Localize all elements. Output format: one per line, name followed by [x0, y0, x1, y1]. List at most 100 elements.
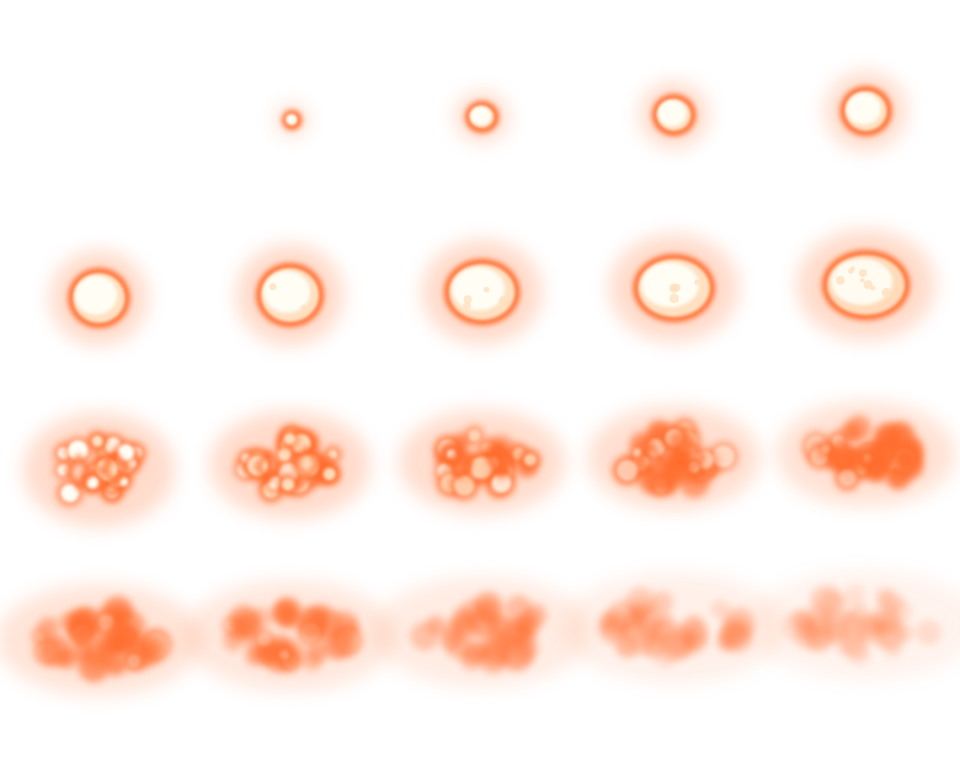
- smoke-puff: [469, 642, 487, 661]
- smoke-puff: [710, 599, 730, 619]
- smoke-puff: [633, 604, 662, 633]
- smoke-puff: [806, 628, 832, 653]
- explosion-frame-15: [776, 401, 956, 507]
- smoke-puff: [37, 617, 60, 639]
- shock-knot: [870, 434, 899, 471]
- explosion-frame-5: [824, 70, 908, 152]
- ember-fleck: [483, 286, 490, 293]
- hot-spot: [119, 477, 128, 487]
- fireball-core: [263, 271, 311, 313]
- fireball-core: [846, 92, 881, 125]
- smoke-puff: [654, 644, 677, 668]
- explosion-frame-16: [0, 584, 202, 696]
- smoke-puff: [874, 587, 894, 607]
- fireball-core: [452, 267, 505, 311]
- explosion-frame-13: [398, 409, 566, 515]
- hot-spot: [281, 478, 295, 491]
- hot-spot: [68, 440, 88, 461]
- shock-knot: [292, 445, 322, 482]
- hot-spot: [491, 473, 512, 493]
- shock-knot: [485, 442, 514, 479]
- ember-fleck: [860, 277, 865, 283]
- hot-spot: [257, 632, 272, 646]
- hot-spot: [616, 459, 638, 481]
- smoke-puff: [684, 613, 704, 633]
- explosion-frame-8: [421, 239, 543, 345]
- fireball-core: [470, 106, 492, 126]
- explosion-frame-17: [184, 580, 396, 692]
- explosion-frame-2: [275, 103, 309, 137]
- explosion-frame-10: [796, 229, 936, 341]
- ember-fleck: [881, 287, 892, 298]
- hot-spot: [278, 448, 291, 462]
- ember-fleck: [863, 280, 873, 290]
- smoke-puff: [478, 600, 501, 623]
- ember-fleck: [858, 268, 868, 278]
- explosion-frame-19: [562, 572, 786, 684]
- ember-fleck: [463, 301, 472, 310]
- smoke-puff: [97, 641, 118, 662]
- explosion-frame-7: [235, 244, 345, 346]
- shock-knot: [63, 452, 94, 491]
- hot-spot: [524, 453, 537, 466]
- hot-spot: [86, 476, 99, 489]
- explosion-frame-18: [373, 576, 591, 688]
- smoke-puff: [683, 630, 707, 654]
- smoke-puff: [638, 465, 666, 494]
- smoke-puff: [875, 610, 899, 634]
- smoke-puff: [720, 612, 753, 646]
- smoke-puff: [491, 616, 515, 640]
- fireball-core: [286, 114, 297, 125]
- smoke-puff: [39, 634, 72, 667]
- fireball-core: [641, 262, 699, 308]
- smoke-puff: [847, 641, 871, 665]
- smoke-puff: [652, 591, 674, 613]
- shock-knot: [445, 445, 474, 482]
- frame-grid: [0, 70, 960, 696]
- explosion-frame-3: [454, 90, 510, 144]
- smoke-puff: [71, 641, 93, 663]
- hot-spot: [323, 468, 336, 481]
- shock-knot: [99, 449, 130, 488]
- shock-knot: [827, 437, 856, 474]
- ember-fleck: [850, 266, 856, 271]
- fireball-core: [75, 275, 118, 315]
- ember-fleck: [301, 304, 307, 311]
- smoke-puff: [272, 599, 299, 626]
- smoke-puff: [306, 641, 328, 663]
- explosion-frame-9: [609, 233, 739, 343]
- hot-spot: [633, 448, 642, 457]
- smoke-puff: [839, 612, 860, 633]
- hot-spot: [91, 435, 103, 447]
- smoke-puff: [818, 590, 848, 620]
- hot-spot: [468, 429, 481, 442]
- hot-spot: [60, 483, 80, 503]
- shock-knot: [254, 448, 283, 485]
- hot-spot: [821, 444, 831, 454]
- hot-spot: [284, 433, 296, 445]
- smoke-puff: [600, 609, 630, 639]
- smoke-puff: [223, 630, 244, 652]
- smoke-puff: [339, 618, 359, 638]
- explosion-frame-12: [209, 410, 371, 520]
- ember-fleck: [269, 283, 277, 291]
- smoke-puff: [793, 608, 818, 633]
- hot-spot: [117, 444, 135, 461]
- explosion-frame-20: [751, 569, 960, 681]
- hot-spot: [838, 469, 857, 487]
- ember-fleck: [694, 279, 700, 286]
- hot-spot: [127, 654, 142, 668]
- hot-spot: [279, 649, 290, 660]
- hot-spot: [712, 445, 735, 468]
- smoke-puff: [321, 631, 350, 660]
- ember-fleck: [835, 275, 845, 285]
- explosion-frame-11: [23, 412, 175, 528]
- hot-spot: [328, 449, 338, 460]
- shock-knot: [636, 441, 665, 478]
- smoke-puff: [915, 619, 942, 646]
- smoke-puff: [896, 452, 924, 480]
- ember-fleck: [669, 283, 679, 294]
- smoke-puff: [245, 646, 265, 666]
- smoke-puff: [853, 623, 874, 644]
